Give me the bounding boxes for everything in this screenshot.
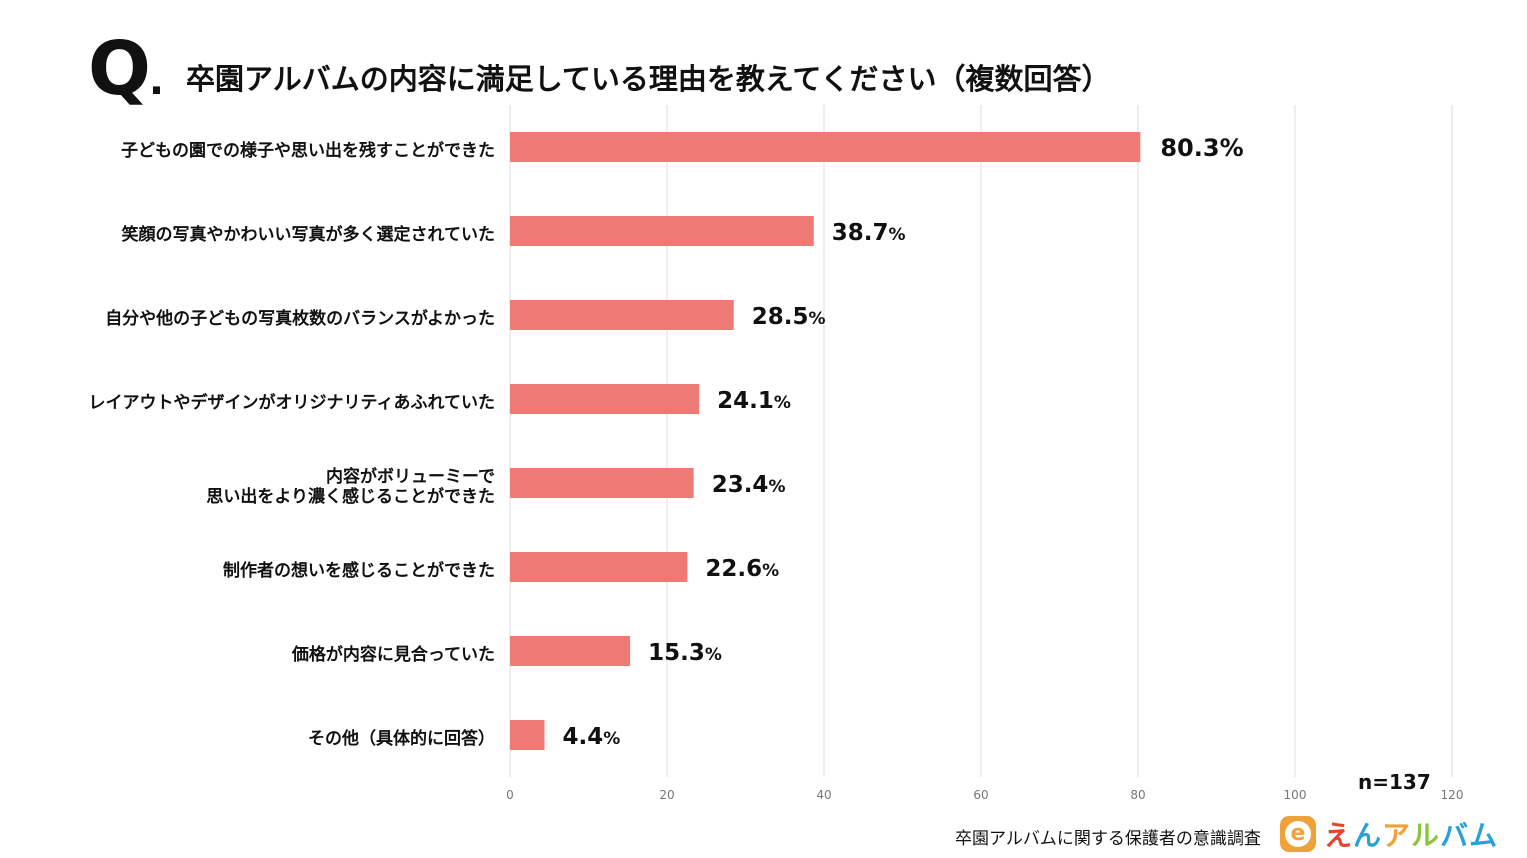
bar <box>510 636 631 666</box>
bar <box>510 552 688 582</box>
data-label: 23.4% <box>712 472 786 498</box>
data-label: 4.4% <box>563 724 621 750</box>
category-label: 内容がボリューミーで 思い出をより濃く感じることができた <box>206 467 495 507</box>
category-label: 価格が内容に見合っていた <box>291 645 495 665</box>
x-tick-label: 20 <box>659 788 674 802</box>
x-tick-label: 0 <box>506 788 514 802</box>
survey-title: 卒園アルバムに関する保護者の意識調査 <box>955 829 1261 849</box>
q-mark: Q. <box>88 26 164 112</box>
x-tick-label: 100 <box>1284 788 1307 802</box>
logo-char: え <box>1324 819 1354 852</box>
category-label: レイアウトやデザインがオリジナリティあふれていた <box>88 393 495 413</box>
category-label: 制作者の想いを感じることができた <box>223 561 495 581</box>
bar <box>510 132 1141 162</box>
category-label: 自分や他の子どもの写真枚数のバランスがよかった <box>105 309 495 329</box>
x-tick-label: 80 <box>1130 788 1145 802</box>
data-label: 24.1% <box>717 388 791 414</box>
category-label: 子どもの園での様子や思い出を残すことができた <box>121 141 495 161</box>
logo-char: ム <box>1469 819 1499 852</box>
logo-char: ア <box>1382 819 1412 852</box>
category-label: 笑顔の写真やかわいい写真が多く選定されていた <box>121 225 496 245</box>
bar <box>510 384 700 414</box>
data-label: 80.3% <box>1160 134 1243 162</box>
bar <box>510 468 694 498</box>
sample-size: n=137 <box>1358 770 1431 794</box>
data-label: 22.6% <box>705 556 779 582</box>
bar <box>510 300 734 330</box>
bar <box>510 720 545 750</box>
category-label: その他（具体的に回答） <box>308 729 495 749</box>
logo-char: ん <box>1353 819 1383 852</box>
data-label: 38.7% <box>832 220 906 246</box>
x-tick-label: 120 <box>1441 788 1464 802</box>
x-tick-label: 60 <box>973 788 988 802</box>
logo-wordmark: えんアルバム <box>1324 814 1498 854</box>
enalbum-logo: e えんアルバム <box>1280 815 1498 853</box>
x-tick-label: 40 <box>816 788 831 802</box>
data-label: 15.3% <box>648 640 722 666</box>
logo-badge-icon: e <box>1280 816 1316 852</box>
chart-title: 卒園アルバムの内容に満足している理由を教えてください（複数回答） <box>186 62 1111 96</box>
logo-char: バ <box>1440 819 1470 852</box>
data-label: 28.5% <box>752 304 826 330</box>
bar <box>510 216 814 246</box>
logo-char: ル <box>1411 819 1441 852</box>
